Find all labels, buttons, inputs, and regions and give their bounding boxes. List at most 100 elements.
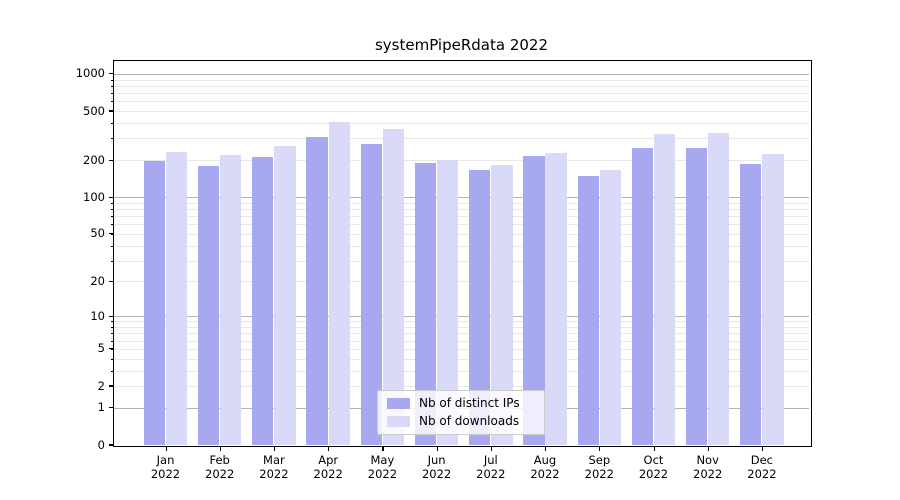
x-tick-label: Apr 2022: [301, 453, 355, 481]
x-tick-label: Dec 2022: [735, 453, 789, 481]
bar-distinct-ips-jun: [414, 163, 437, 445]
x-tick-month: Feb: [209, 453, 230, 467]
x-tick-year: 2022: [150, 467, 181, 481]
y-axis-minor-tick: [110, 327, 113, 328]
x-tick-month: Sep: [588, 453, 611, 467]
minor-gridline: [114, 358, 809, 360]
minor-gridline: [114, 340, 809, 342]
bar-downloads-feb: [220, 155, 242, 445]
x-tick-month: Jul: [483, 453, 498, 467]
x-tick-month: Oct: [643, 453, 664, 467]
x-tick-month: Dec: [750, 453, 774, 467]
y-axis-minor-tick: [110, 111, 113, 112]
y-axis-minor-tick: [110, 386, 113, 387]
minor-gridline: [114, 260, 809, 262]
y-axis-minor-tick: [110, 160, 113, 162]
bar-distinct-ips-jul: [469, 170, 491, 445]
bar-downloads-aug: [545, 153, 567, 445]
y-axis-tick: [108, 444, 113, 446]
bar-distinct-ips-nov: [685, 148, 708, 445]
x-tick-label: Nov 2022: [681, 453, 735, 481]
y-axis-minor-tick: [110, 202, 113, 204]
minor-gridline: [114, 224, 809, 226]
bar-distinct-ips-feb: [197, 165, 220, 445]
y-axis-minor-tick: [110, 245, 113, 247]
bar-downloads-sep: [599, 170, 622, 445]
y-axis-minor-tick: [110, 340, 113, 342]
y-tick-label: 20: [90, 273, 105, 288]
bar-distinct-ips-may: [360, 144, 382, 445]
x-axis-tick: [545, 446, 547, 451]
x-axis-tick: [219, 446, 221, 451]
y-axis-tick: [108, 110, 113, 112]
bar-distinct-ips-sep: [577, 175, 599, 445]
y-axis-minor-tick: [110, 260, 113, 262]
bar-distinct-ips-apr: [306, 136, 328, 445]
minor-gridline: [114, 245, 809, 247]
legend-swatch-distinct-ips: [387, 397, 410, 409]
y-axis-minor-tick: [110, 333, 113, 335]
x-tick-label: Sep 2022: [572, 453, 626, 481]
y-axis-minor-tick: [110, 233, 113, 235]
y-axis-tick: [108, 73, 113, 75]
y-axis-minor-tick: [110, 370, 113, 372]
x-tick-year: 2022: [747, 467, 777, 481]
y-axis-tick: [108, 196, 113, 198]
y-axis-minor-tick: [110, 348, 113, 350]
x-tick-year: 2022: [259, 467, 289, 481]
legend-label-downloads: Nb of downloads: [419, 414, 520, 428]
bar-downloads-jul: [491, 165, 513, 445]
y-tick-label: 500: [83, 103, 105, 118]
x-tick-year: 2022: [205, 467, 235, 481]
y-axis-tick: [108, 315, 113, 317]
x-tick-year: 2022: [313, 467, 343, 481]
y-tick-label: 1: [97, 400, 105, 415]
y-axis-minor-tick: [110, 216, 113, 217]
minor-gridline: [114, 370, 809, 372]
x-tick-year: 2022: [638, 467, 669, 481]
x-tick-month: Jun: [427, 453, 446, 467]
minor-gridline: [114, 202, 809, 204]
major-gridline: [114, 316, 809, 318]
minor-gridline: [114, 93, 809, 94]
y-axis-minor-tick: [110, 281, 113, 283]
minor-gridline: [114, 138, 809, 140]
x-tick-month: Mar: [263, 453, 285, 467]
x-axis-tick: [707, 446, 709, 451]
bar-distinct-ips-dec: [740, 164, 762, 445]
x-tick-month: Aug: [533, 453, 557, 467]
minor-gridline: [114, 85, 809, 87]
minor-gridline: [114, 216, 809, 217]
x-axis-tick: [328, 446, 330, 451]
bar-downloads-may: [382, 128, 405, 445]
minor-gridline: [114, 123, 809, 124]
x-tick-label: Feb 2022: [193, 453, 247, 481]
bar-downloads-jan: [165, 151, 188, 445]
legend-swatch-downloads: [387, 415, 410, 427]
x-tick-month: Jan: [156, 453, 175, 467]
x-tick-month: May: [370, 453, 395, 467]
legend-label-distinct-ips: Nb of distinct IPs: [419, 396, 520, 410]
minor-gridline: [114, 348, 809, 350]
bar-downloads-jun: [437, 159, 459, 445]
bar-distinct-ips-oct: [631, 147, 654, 445]
x-tick-month: Nov: [696, 453, 719, 467]
y-tick-label: 10: [90, 308, 105, 323]
y-axis-minor-tick: [110, 93, 113, 94]
x-tick-label: Aug 2022: [518, 453, 572, 481]
x-axis-tick: [761, 446, 764, 451]
minor-gridline: [114, 111, 809, 112]
major-gridline: [114, 73, 809, 75]
y-axis-minor-tick: [110, 101, 113, 103]
x-tick-year: 2022: [693, 467, 723, 481]
y-axis-minor-tick: [110, 85, 113, 87]
x-axis-tick: [653, 446, 655, 451]
x-tick-month: Apr: [318, 453, 339, 467]
chart-title: systemPipeRdata 2022: [374, 36, 548, 54]
minor-gridline: [114, 281, 809, 283]
bar-distinct-ips-jan: [143, 161, 166, 445]
y-tick-label: 50: [90, 226, 105, 241]
x-axis-tick: [490, 446, 492, 451]
bar-distinct-ips-mar: [252, 157, 274, 445]
